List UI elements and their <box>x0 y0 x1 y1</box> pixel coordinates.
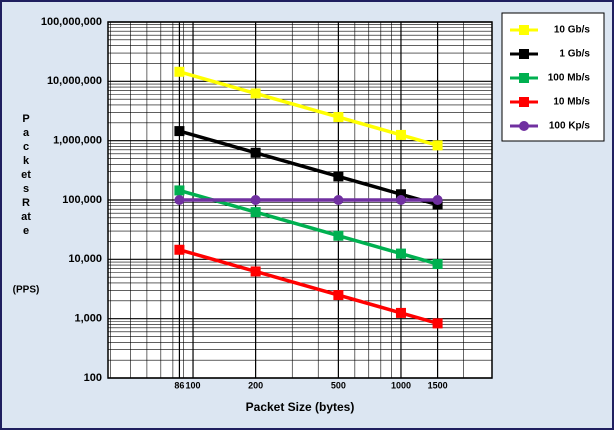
legend-label: 10 Mb/s <box>553 97 590 108</box>
y-axis-title: Packets Rate <box>21 113 31 237</box>
x-tick-label: 1500 <box>428 380 448 390</box>
marker <box>395 307 406 318</box>
legend-label: 10 Gb/s <box>554 25 591 36</box>
y-tick-label: 100 <box>84 372 102 384</box>
marker <box>250 147 261 158</box>
marker <box>333 171 344 182</box>
marker <box>432 195 443 205</box>
marker <box>174 195 185 205</box>
y-tick-label: 100,000,000 <box>41 16 102 28</box>
y-tick-label: 1,000,000 <box>53 135 102 147</box>
marker <box>250 195 261 205</box>
legend-label: 100 Kp/s <box>549 121 591 132</box>
marker <box>250 88 261 99</box>
marker <box>250 207 261 218</box>
legend-marker <box>519 97 529 107</box>
legend-label: 1 Gb/s <box>559 49 590 60</box>
marker <box>333 112 344 123</box>
x-tick-label: 1000 <box>391 380 411 390</box>
x-tick-label: 200 <box>248 380 263 390</box>
marker <box>333 290 344 301</box>
y-tick-label: 100,000 <box>62 194 102 206</box>
plot-border <box>107 21 493 379</box>
y-tick-label: 10,000 <box>68 253 102 265</box>
marker <box>432 140 443 151</box>
marker <box>395 129 406 140</box>
x-axis-title: Packet Size (bytes) <box>246 400 355 414</box>
legend-marker <box>519 73 529 83</box>
y-axis-unit: (PPS) <box>13 285 40 296</box>
marker <box>174 244 185 255</box>
x-tick-label: 500 <box>331 380 346 390</box>
x-tick-label: 86 <box>174 380 184 390</box>
legend-marker <box>519 49 529 59</box>
marker <box>432 318 443 329</box>
legend-marker <box>519 25 529 35</box>
y-tick-label: 10,000,000 <box>47 75 102 87</box>
y-tick-label: 1,000 <box>74 313 102 325</box>
marker <box>333 195 344 205</box>
marker <box>174 185 185 196</box>
marker <box>395 195 406 205</box>
marker <box>395 248 406 259</box>
marker <box>174 66 185 77</box>
marker <box>395 189 406 200</box>
legend-label: 100 Mb/s <box>548 73 591 84</box>
marker <box>174 126 185 137</box>
x-tick-label: 100 <box>186 380 201 390</box>
marker <box>432 259 443 270</box>
legend-marker <box>519 121 529 131</box>
marker <box>250 266 261 277</box>
marker <box>333 230 344 241</box>
